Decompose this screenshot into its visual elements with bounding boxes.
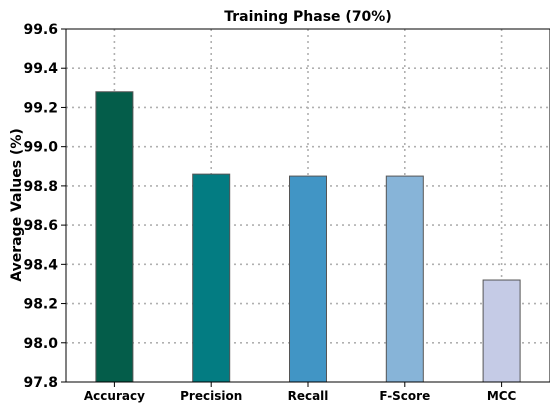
chart-title: Training Phase (70%) [224,9,391,25]
y-tick-label: 98.8 [23,179,58,195]
bar-accuracy [95,91,134,383]
y-tick-label: 99.2 [23,100,58,116]
bar-f-score [385,175,424,383]
y-tick-label: 99.6 [23,22,58,38]
y-tick-label: 99.0 [23,140,58,156]
tick-layer: 97.8 98.0 98.2 98.4 98.6 98.8 99.0 99.2 99.4 99.6… [23,22,516,403]
y-axis-label: Average Values (%) [9,128,25,282]
bar-precision [192,173,231,383]
x-tick-label: MCC [487,389,517,403]
bar-layer [95,91,521,383]
y-tick-label: 97.8 [23,375,58,391]
x-tick-label: Accuracy [84,389,145,403]
bar-mcc [482,279,521,383]
x-tick-label: F-Score [379,389,430,403]
x-tick-label: Recall [288,389,329,403]
y-tick-label: 98.4 [23,257,58,273]
bar-recall [289,175,327,383]
y-tick-label: 98.2 [23,297,58,313]
x-tick-label: Precision [180,389,242,403]
y-tick-label: 98.6 [23,218,58,234]
y-tick-label: 98.0 [23,336,58,352]
y-tick-label: 99.4 [23,61,58,77]
